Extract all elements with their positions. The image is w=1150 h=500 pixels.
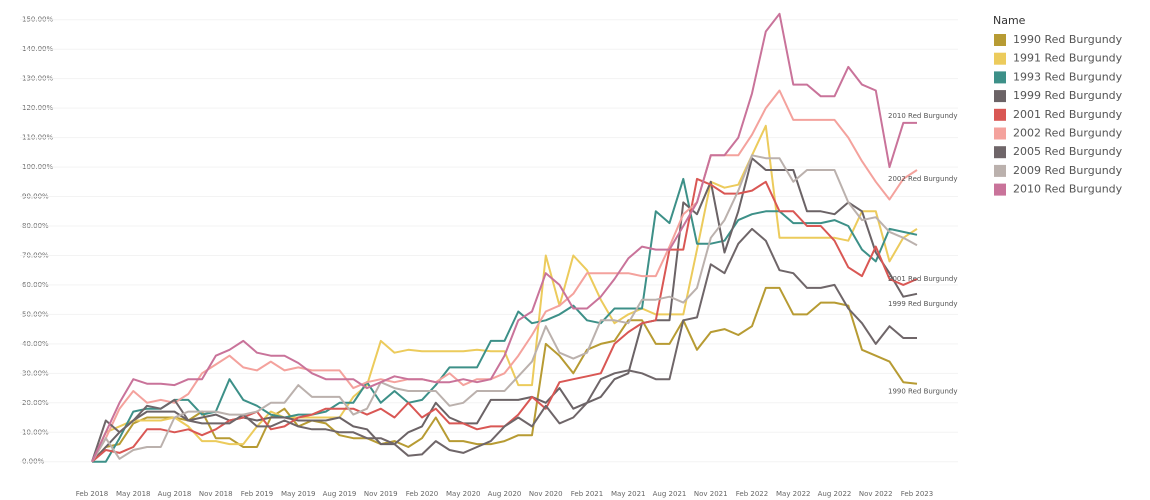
- x-tick-label: Aug 2022: [818, 490, 852, 498]
- legend-label: 1993 Red Burgundy: [1013, 70, 1123, 83]
- legend-swatch: [994, 52, 1006, 65]
- series-line: [91, 89, 918, 463]
- legend-swatch: [994, 34, 1006, 46]
- end-label: 1999 Red Burgundy: [888, 300, 957, 308]
- series-line: [91, 12, 917, 463]
- legend-label: 1999 Red Burgundy: [1013, 89, 1123, 102]
- legend-label: 2002 Red Burgundy: [1013, 127, 1123, 140]
- legend-label: 1990 Red Burgundy: [1013, 33, 1123, 46]
- legend-swatch: [994, 90, 1006, 103]
- legend-swatch: [994, 127, 1006, 140]
- x-tick-label: Aug 2019: [323, 490, 357, 498]
- x-tick-label: Feb 2018: [76, 490, 108, 498]
- end-label: 2010 Red Burgundy: [888, 112, 957, 120]
- legend-label: 1991 Red Burgundy: [1013, 52, 1123, 65]
- series-line: [92, 177, 918, 463]
- x-tick-label: Nov 2021: [694, 490, 728, 498]
- legend-title: Name: [993, 14, 1026, 27]
- x-tick-label: Aug 2021: [653, 490, 687, 498]
- x-tick-label: May 2020: [446, 490, 481, 498]
- x-tick-label: May 2022: [776, 490, 811, 498]
- x-tick-label: May 2021: [611, 490, 646, 498]
- end-label: 2002 Red Burgundy: [888, 175, 957, 183]
- legend-swatch: [994, 183, 1006, 196]
- series-line: [91, 124, 918, 463]
- x-tick-label: Nov 2022: [859, 490, 893, 498]
- x-tick-label: May 2019: [281, 490, 316, 498]
- legend-label: 2005 Red Burgundy: [1013, 145, 1123, 158]
- x-tick-label: Nov 2020: [529, 490, 563, 498]
- x-tick-label: Aug 2018: [158, 490, 192, 498]
- series-line: [91, 227, 917, 463]
- legend-label: 2009 Red Burgundy: [1013, 164, 1123, 177]
- series-line: [91, 154, 918, 463]
- series-line: [91, 157, 918, 463]
- x-tick-label: Nov 2018: [199, 490, 233, 498]
- x-tick-label: May 2018: [116, 490, 151, 498]
- legend-label: 2001 Red Burgundy: [1013, 108, 1123, 121]
- x-tick-label: Feb 2020: [406, 490, 438, 498]
- legend-swatch: [994, 164, 1006, 177]
- legend-swatch: [994, 108, 1006, 121]
- legend-swatch: [994, 71, 1006, 84]
- x-tick-label: Feb 2022: [736, 490, 768, 498]
- x-tick-label: Nov 2019: [364, 490, 398, 498]
- end-label: 1990 Red Burgundy: [888, 388, 957, 396]
- x-tick-label: Feb 2019: [241, 490, 273, 498]
- x-tick-label: Aug 2020: [488, 490, 522, 498]
- end-label: 2001 Red Burgundy: [888, 275, 957, 283]
- x-tick-label: Feb 2021: [571, 490, 603, 498]
- series-line: [91, 177, 918, 463]
- series-line: [91, 286, 918, 463]
- legend-swatch: [994, 146, 1006, 159]
- legend-label: 2010 Red Burgundy: [1013, 183, 1123, 196]
- x-tick-label: Feb 2023: [901, 490, 933, 498]
